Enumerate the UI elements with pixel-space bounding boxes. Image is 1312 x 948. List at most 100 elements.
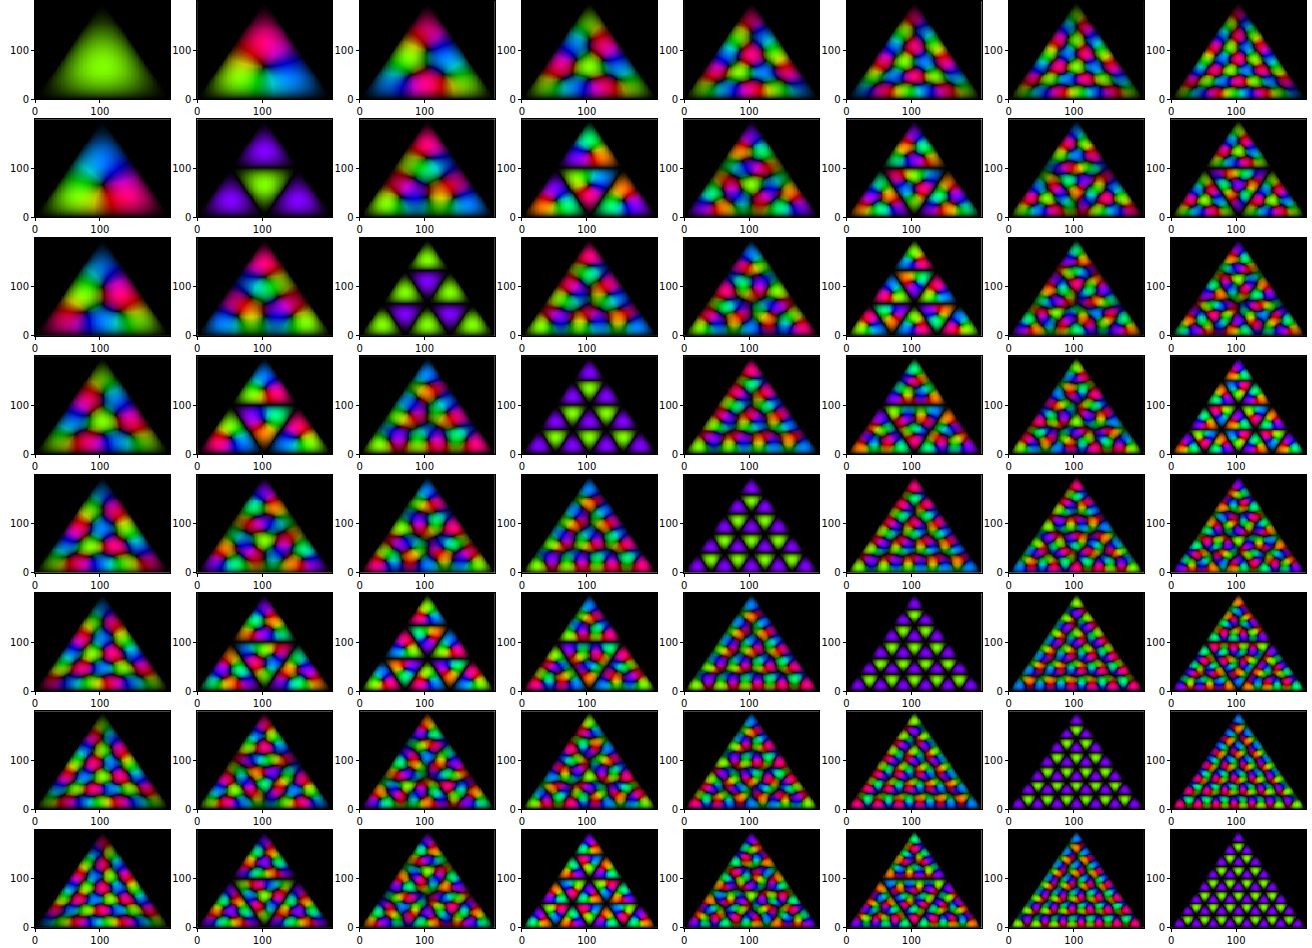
svg-text:100: 100 [497, 873, 516, 884]
svg-text:0: 0 [519, 343, 525, 354]
svg-text:100: 100 [415, 935, 434, 946]
svg-text:0: 0 [510, 922, 516, 933]
svg-text:0: 0 [1159, 94, 1165, 105]
svg-text:100: 100 [1226, 935, 1245, 946]
svg-text:0: 0 [194, 935, 200, 946]
svg-text:0: 0 [1168, 224, 1174, 235]
svg-text:0: 0 [834, 567, 840, 578]
svg-text:0: 0 [23, 330, 29, 341]
svg-text:0: 0 [1159, 212, 1165, 223]
svg-text:100: 100 [821, 755, 840, 766]
svg-text:100: 100 [821, 45, 840, 56]
svg-text:100: 100 [821, 873, 840, 884]
svg-text:0: 0 [681, 224, 687, 235]
svg-text:0: 0 [510, 330, 516, 341]
svg-text:0: 0 [356, 224, 362, 235]
svg-text:100: 100 [10, 755, 29, 766]
svg-text:100: 100 [659, 281, 678, 292]
svg-text:0: 0 [23, 449, 29, 460]
svg-text:0: 0 [194, 580, 200, 591]
svg-text:100: 100 [984, 755, 1003, 766]
svg-text:100: 100 [335, 400, 354, 411]
svg-text:100: 100 [740, 935, 759, 946]
svg-text:100: 100 [577, 461, 596, 472]
svg-text:100: 100 [1146, 45, 1165, 56]
svg-text:0: 0 [347, 212, 353, 223]
svg-text:0: 0 [194, 698, 200, 709]
svg-text:0: 0 [356, 580, 362, 591]
svg-text:0: 0 [834, 94, 840, 105]
svg-text:100: 100 [10, 281, 29, 292]
svg-text:100: 100 [1226, 224, 1245, 235]
svg-text:0: 0 [1168, 698, 1174, 709]
svg-text:0: 0 [672, 804, 678, 815]
svg-text:0: 0 [672, 922, 678, 933]
svg-text:0: 0 [1159, 686, 1165, 697]
svg-text:100: 100 [335, 755, 354, 766]
svg-text:0: 0 [834, 330, 840, 341]
svg-text:100: 100 [1064, 816, 1083, 827]
svg-text:100: 100 [984, 400, 1003, 411]
svg-text:100: 100 [335, 637, 354, 648]
svg-text:100: 100 [335, 281, 354, 292]
svg-text:100: 100 [740, 698, 759, 709]
svg-text:0: 0 [1006, 343, 1012, 354]
svg-text:100: 100 [902, 106, 921, 117]
svg-text:100: 100 [415, 461, 434, 472]
svg-text:100: 100 [90, 224, 109, 235]
svg-text:100: 100 [1146, 518, 1165, 529]
svg-text:100: 100 [659, 637, 678, 648]
svg-text:100: 100 [253, 816, 272, 827]
svg-text:0: 0 [519, 224, 525, 235]
svg-text:100: 100 [740, 461, 759, 472]
svg-text:0: 0 [996, 449, 1002, 460]
svg-text:100: 100 [415, 698, 434, 709]
svg-text:0: 0 [681, 343, 687, 354]
svg-text:100: 100 [577, 816, 596, 827]
svg-text:0: 0 [1168, 816, 1174, 827]
svg-text:100: 100 [659, 45, 678, 56]
svg-text:100: 100 [10, 637, 29, 648]
svg-text:100: 100 [902, 461, 921, 472]
svg-text:0: 0 [194, 461, 200, 472]
svg-text:0: 0 [347, 804, 353, 815]
svg-text:100: 100 [577, 106, 596, 117]
svg-text:100: 100 [1226, 816, 1245, 827]
svg-text:100: 100 [1226, 698, 1245, 709]
svg-text:100: 100 [415, 224, 434, 235]
svg-text:0: 0 [347, 94, 353, 105]
svg-text:0: 0 [681, 580, 687, 591]
svg-text:100: 100 [497, 637, 516, 648]
svg-text:100: 100 [1064, 698, 1083, 709]
svg-text:100: 100 [497, 518, 516, 529]
svg-text:0: 0 [843, 698, 849, 709]
svg-text:100: 100 [1146, 637, 1165, 648]
svg-text:100: 100 [172, 400, 191, 411]
svg-text:0: 0 [32, 698, 38, 709]
svg-text:0: 0 [32, 106, 38, 117]
svg-text:100: 100 [984, 637, 1003, 648]
svg-text:100: 100 [497, 755, 516, 766]
svg-text:100: 100 [497, 281, 516, 292]
svg-text:0: 0 [347, 567, 353, 578]
svg-text:100: 100 [1146, 755, 1165, 766]
svg-text:100: 100 [1146, 400, 1165, 411]
svg-text:0: 0 [996, 330, 1002, 341]
svg-text:0: 0 [347, 686, 353, 697]
svg-text:100: 100 [497, 400, 516, 411]
svg-text:0: 0 [843, 580, 849, 591]
svg-text:100: 100 [335, 45, 354, 56]
svg-text:100: 100 [90, 343, 109, 354]
svg-text:0: 0 [185, 94, 191, 105]
svg-text:0: 0 [996, 922, 1002, 933]
svg-text:0: 0 [185, 330, 191, 341]
svg-text:100: 100 [740, 580, 759, 591]
svg-text:0: 0 [834, 212, 840, 223]
svg-text:0: 0 [519, 935, 525, 946]
svg-text:0: 0 [356, 343, 362, 354]
svg-text:100: 100 [90, 106, 109, 117]
svg-text:100: 100 [10, 873, 29, 884]
svg-text:100: 100 [497, 45, 516, 56]
svg-text:0: 0 [519, 816, 525, 827]
svg-text:0: 0 [519, 106, 525, 117]
